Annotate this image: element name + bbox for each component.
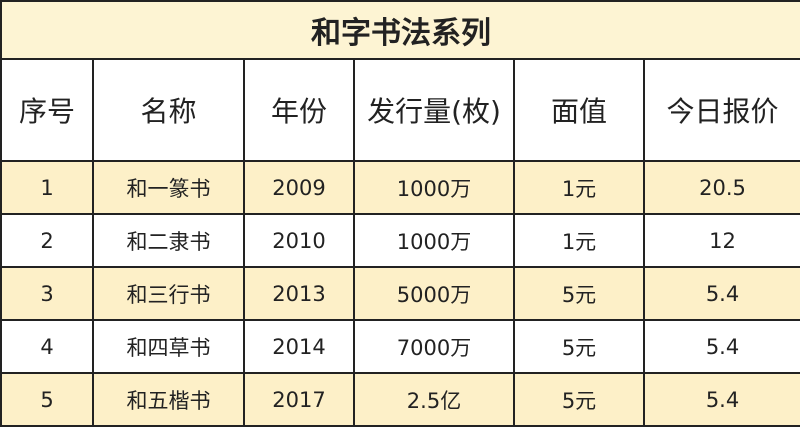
table-cell: 2: [0, 213, 94, 268]
table-cell: 1000万: [353, 213, 515, 268]
table-cell: 和五楷书: [92, 372, 245, 427]
table-cell: 2014: [243, 319, 355, 374]
header-cell: 序号: [0, 58, 94, 162]
table-cell: 5元: [513, 372, 645, 427]
table-cell: 5元: [513, 266, 645, 321]
header-cell: 年份: [243, 58, 355, 162]
table-cell: 3: [0, 266, 94, 321]
table-cell: 和二隶书: [92, 213, 245, 268]
table-row: 4 和四草书 2014 7000万 5元 5.4: [0, 319, 800, 374]
table-cell: 2009: [243, 160, 355, 215]
table-cell: 5元: [513, 319, 645, 374]
table-cell: 5.4: [642, 372, 800, 427]
table-row: 2 和二隶书 2010 1000万 1元 12: [0, 213, 800, 268]
table-row: 5 和五楷书 2017 2.5亿 5元 5.4: [0, 372, 800, 427]
header-row: 序号 名称 年份 发行量(枚) 面值 今日报价: [0, 58, 800, 162]
header-cell: 今日报价: [642, 58, 800, 162]
table-title: 和字书法系列: [0, 0, 800, 60]
table-cell: 2010: [243, 213, 355, 268]
header-cell: 面值: [513, 58, 645, 162]
table-cell: 7000万: [353, 319, 515, 374]
table-row: 1 和一篆书 2009 1000万 1元 20.5: [0, 160, 800, 215]
table-cell: 1000万: [353, 160, 515, 215]
header-cell: 发行量(枚): [353, 58, 515, 162]
table-cell: 2017: [243, 372, 355, 427]
table-cell: 2.5亿: [353, 372, 515, 427]
table-cell: 12: [642, 213, 800, 268]
table-cell: 20.5: [642, 160, 800, 215]
table-cell: 5.4: [642, 319, 800, 374]
table-cell: 和三行书: [92, 266, 245, 321]
table-cell: 5: [0, 372, 94, 427]
table-cell: 5000万: [353, 266, 515, 321]
table-cell: 2013: [243, 266, 355, 321]
table-cell: 1: [0, 160, 94, 215]
table-row: 3 和三行书 2013 5000万 5元 5.4: [0, 266, 800, 321]
header-cell: 名称: [92, 58, 245, 162]
table-body: 序号 名称 年份 发行量(枚) 面值 今日报价 1 和一篆书 2009 1000万 1元 20.5 2 和…: [0, 58, 800, 427]
table-cell: 和四草书: [92, 319, 245, 374]
table-cell: 1元: [513, 213, 645, 268]
table-cell: 1元: [513, 160, 645, 215]
table-cell: 和一篆书: [92, 160, 245, 215]
table-cell: 4: [0, 319, 94, 374]
table-cell: 5.4: [642, 266, 800, 321]
